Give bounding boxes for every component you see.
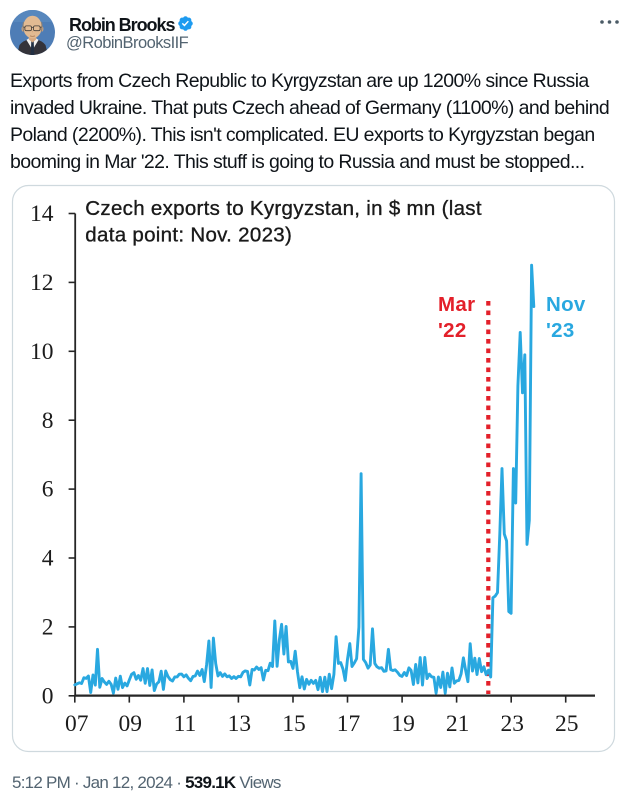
svg-text:09: 09 [119,711,143,737]
svg-text:25: 25 [555,711,579,737]
svg-text:15: 15 [282,711,306,737]
svg-text:13: 13 [228,711,252,737]
svg-text:'22: '22 [438,319,467,342]
svg-text:14: 14 [30,201,54,227]
svg-text:data point: Nov. 2023): data point: Nov. 2023) [85,224,292,247]
svg-text:19: 19 [391,711,415,737]
svg-text:07: 07 [65,711,89,737]
svg-text:11: 11 [174,711,197,737]
svg-text:6: 6 [42,477,54,503]
svg-text:'23: '23 [546,319,575,342]
svg-text:0: 0 [42,683,54,709]
svg-text:23: 23 [500,711,524,737]
svg-text:8: 8 [42,408,54,434]
svg-text:4: 4 [42,546,54,572]
svg-text:10: 10 [30,339,54,365]
svg-text:Czech exports to Kyrgyzstan, i: Czech exports to Kyrgyzstan, in $ mn (la… [85,197,482,220]
svg-text:21: 21 [446,711,470,737]
svg-text:Nov: Nov [546,293,586,316]
svg-text:12: 12 [30,270,54,296]
svg-text:17: 17 [337,711,361,737]
svg-text:2: 2 [42,615,54,641]
svg-text:Mar: Mar [438,293,475,316]
